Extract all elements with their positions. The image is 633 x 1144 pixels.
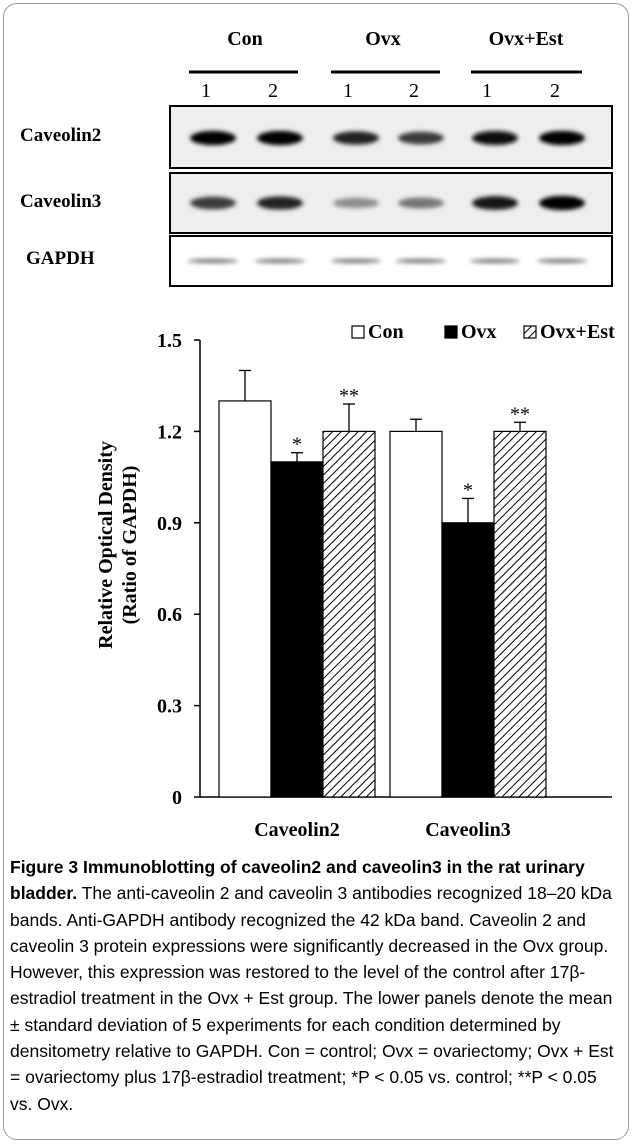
bar: [218, 400, 272, 798]
y-axis-label: Relative Optical Density: [95, 441, 117, 649]
blot-band: [396, 258, 446, 264]
legend-swatch: [444, 325, 458, 339]
blot-band: [188, 258, 238, 264]
legend-label: Ovx+Est: [540, 321, 615, 343]
blot-band: [333, 131, 379, 145]
y-tick-label: 0.3: [157, 696, 182, 718]
figure-caption-body: The anti-caveolin 2 and caveolin 3 antib…: [10, 883, 614, 1114]
group-label-ovx: Ovx: [365, 28, 401, 50]
blot-strip-caveolin2: [169, 105, 613, 169]
blot-band: [333, 197, 379, 209]
significance-mark: *: [292, 434, 302, 456]
figure-title: Immunoblotting of caveolin2 and caveolin…: [10, 857, 585, 904]
blot-band: [539, 130, 585, 146]
y-tick-label: 0: [172, 787, 182, 809]
x-tick-label: Caveolin2: [254, 819, 340, 841]
y-tick-label: 0.9: [157, 513, 182, 535]
legend-swatch: [523, 325, 537, 339]
blot-band: [190, 130, 236, 146]
y-tick-label: 1.5: [157, 330, 182, 352]
lane-number: 2: [409, 80, 419, 102]
lane-number: 2: [550, 80, 560, 102]
blot-band: [257, 196, 303, 210]
bar: [493, 430, 547, 798]
y-tick-label: 1.2: [157, 421, 182, 443]
blot-band: [190, 196, 236, 210]
lane-number: 1: [482, 80, 492, 102]
legend-label: Ovx: [461, 321, 497, 343]
blot-band: [537, 258, 587, 264]
figure-caption: Figure 3 Immunoblotting of caveolin2 and…: [10, 854, 622, 1117]
significance-mark: *: [463, 479, 473, 501]
blot-band: [472, 131, 518, 145]
y-axis-label-sub: (Ratio of GAPDH): [119, 466, 141, 625]
blot-band: [331, 258, 381, 264]
significance-mark: **: [339, 385, 359, 407]
row-label-caveolin2: Caveolin2: [20, 125, 101, 146]
y-tick-label: 0.6: [157, 604, 182, 626]
bar: [322, 430, 376, 798]
group-label-con: Con: [227, 28, 263, 50]
figure-label: Figure 3: [10, 857, 79, 877]
row-label-caveolin3: Caveolin3: [20, 191, 101, 212]
significance-mark: **: [510, 403, 530, 425]
blot-band: [398, 197, 444, 209]
figure-graphic: Con Ovx Ovx+Est 1 2 1 2 1 2 Caveolin2 Ca…: [20, 28, 615, 841]
blot-band: [470, 258, 520, 264]
lane-number: 2: [268, 80, 278, 102]
legend-swatch: [351, 325, 365, 339]
blot-band: [257, 130, 303, 146]
blot-band: [472, 196, 518, 210]
bar: [389, 430, 443, 798]
bar: [441, 522, 495, 798]
lane-number: 1: [201, 80, 211, 102]
blot-band: [255, 258, 305, 264]
x-tick-label: Caveolin3: [425, 819, 511, 841]
bar: [270, 461, 324, 798]
bar-chart: Relative Optical Density (Ratio of GAPDH…: [95, 321, 615, 841]
group-label-ovx-est: Ovx+Est: [489, 28, 564, 50]
row-label-gapdh: GAPDH: [26, 248, 95, 269]
legend-label: Con: [368, 321, 404, 343]
blot-band: [398, 131, 444, 145]
western-blot-panel: Con Ovx Ovx+Est 1 2 1 2 1 2 Caveolin2 Ca…: [20, 28, 613, 287]
blot-band: [539, 195, 585, 211]
blot-strip-caveolin3: [169, 172, 613, 234]
lane-number: 1: [343, 80, 353, 102]
